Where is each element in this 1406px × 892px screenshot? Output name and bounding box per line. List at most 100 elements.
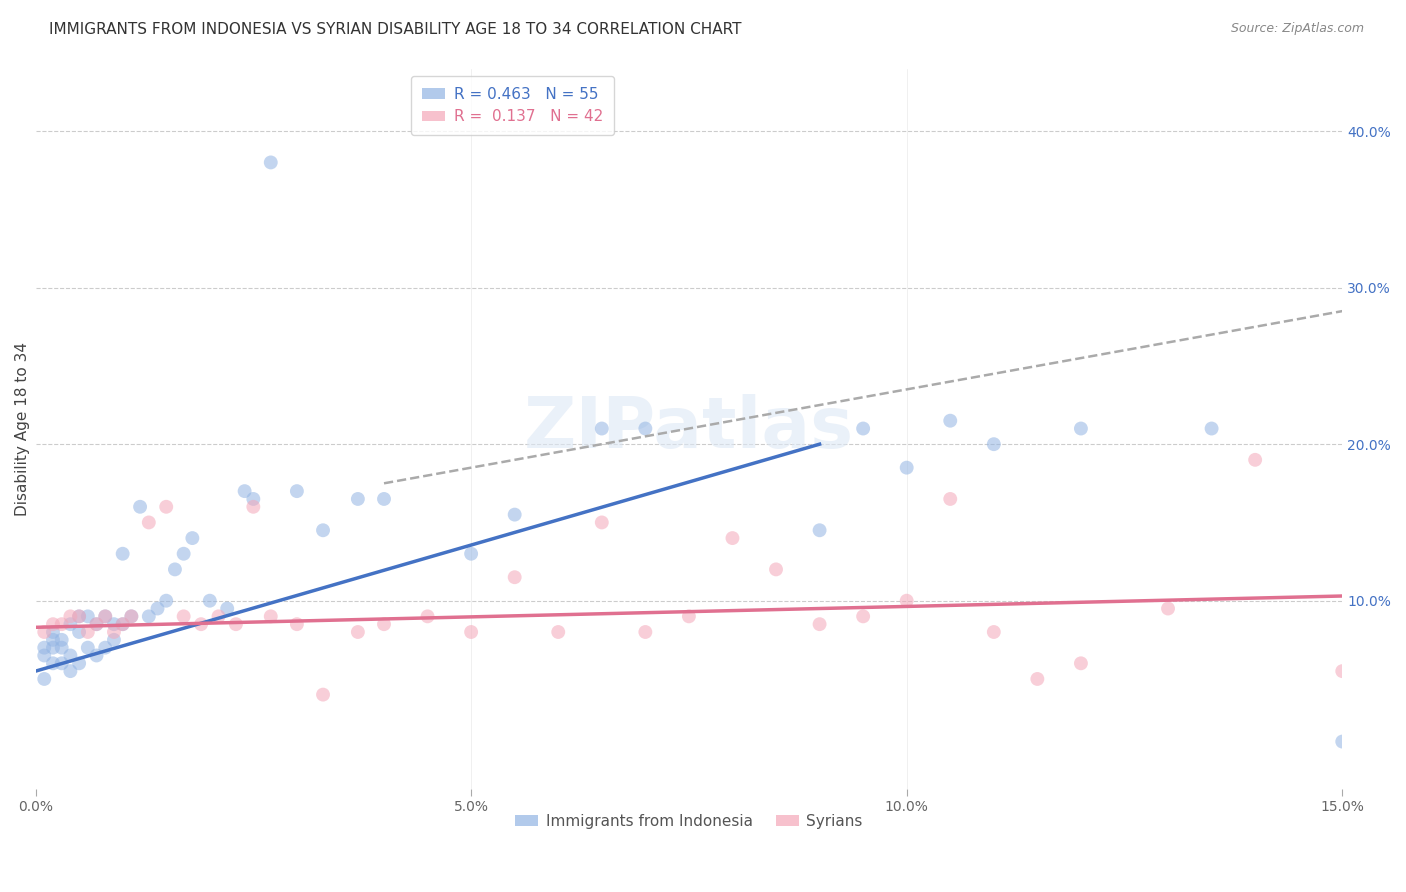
Point: [503, 508, 526, 522]
Point: [852, 421, 875, 435]
Point: [285, 484, 308, 499]
Point: [634, 421, 657, 435]
Point: [1070, 657, 1092, 671]
Point: [634, 625, 657, 640]
Text: Source: ZipAtlas.com: Source: ZipAtlas.com: [1230, 22, 1364, 36]
Point: [808, 523, 831, 537]
Point: [460, 547, 482, 561]
Point: [260, 609, 283, 624]
Point: [94, 640, 117, 655]
Point: [111, 617, 134, 632]
Point: [173, 547, 195, 561]
Point: [146, 601, 169, 615]
Point: [111, 617, 134, 632]
Point: [1157, 601, 1180, 615]
Point: [347, 625, 370, 640]
Point: [460, 625, 482, 640]
Point: [155, 593, 177, 607]
Point: [59, 617, 82, 632]
Point: [94, 609, 117, 624]
Point: [111, 547, 134, 561]
Point: [190, 617, 212, 632]
Point: [138, 609, 160, 624]
Point: [896, 593, 918, 607]
Point: [32, 625, 55, 640]
Point: [233, 484, 256, 499]
Text: ZIPatlas: ZIPatlas: [524, 394, 853, 463]
Point: [198, 593, 221, 607]
Point: [94, 609, 117, 624]
Point: [51, 657, 73, 671]
Point: [260, 155, 283, 169]
Point: [76, 640, 98, 655]
Point: [312, 523, 335, 537]
Point: [42, 632, 65, 647]
Point: [591, 516, 613, 530]
Point: [67, 625, 90, 640]
Point: [1331, 664, 1354, 678]
Point: [120, 609, 142, 624]
Point: [32, 672, 55, 686]
Point: [76, 609, 98, 624]
Point: [173, 609, 195, 624]
Point: [120, 609, 142, 624]
Point: [86, 648, 108, 663]
Point: [51, 640, 73, 655]
Point: [939, 414, 962, 428]
Point: [983, 437, 1005, 451]
Point: [67, 657, 90, 671]
Point: [225, 617, 247, 632]
Point: [155, 500, 177, 514]
Point: [42, 657, 65, 671]
Point: [67, 609, 90, 624]
Point: [67, 609, 90, 624]
Point: [242, 500, 264, 514]
Point: [217, 601, 239, 615]
Point: [103, 625, 125, 640]
Point: [1026, 672, 1049, 686]
Point: [181, 531, 204, 545]
Point: [129, 500, 152, 514]
Point: [42, 617, 65, 632]
Point: [983, 625, 1005, 640]
Point: [373, 617, 395, 632]
Point: [765, 562, 787, 576]
Point: [51, 632, 73, 647]
Point: [1201, 421, 1223, 435]
Point: [86, 617, 108, 632]
Point: [32, 640, 55, 655]
Point: [163, 562, 186, 576]
Point: [59, 664, 82, 678]
Point: [808, 617, 831, 632]
Point: [59, 648, 82, 663]
Point: [721, 531, 744, 545]
Point: [1244, 453, 1267, 467]
Point: [103, 632, 125, 647]
Point: [416, 609, 439, 624]
Point: [207, 609, 229, 624]
Point: [242, 491, 264, 506]
Y-axis label: Disability Age 18 to 34: Disability Age 18 to 34: [15, 342, 30, 516]
Point: [42, 640, 65, 655]
Point: [86, 617, 108, 632]
Point: [1331, 734, 1354, 748]
Text: IMMIGRANTS FROM INDONESIA VS SYRIAN DISABILITY AGE 18 TO 34 CORRELATION CHART: IMMIGRANTS FROM INDONESIA VS SYRIAN DISA…: [49, 22, 742, 37]
Point: [285, 617, 308, 632]
Point: [896, 460, 918, 475]
Point: [32, 648, 55, 663]
Point: [138, 516, 160, 530]
Point: [852, 609, 875, 624]
Point: [59, 609, 82, 624]
Point: [76, 625, 98, 640]
Point: [1070, 421, 1092, 435]
Legend: Immigrants from Indonesia, Syrians: Immigrants from Indonesia, Syrians: [509, 807, 869, 835]
Point: [503, 570, 526, 584]
Point: [51, 617, 73, 632]
Point: [312, 688, 335, 702]
Point: [373, 491, 395, 506]
Point: [939, 491, 962, 506]
Point: [591, 421, 613, 435]
Point: [347, 491, 370, 506]
Point: [42, 625, 65, 640]
Point: [547, 625, 569, 640]
